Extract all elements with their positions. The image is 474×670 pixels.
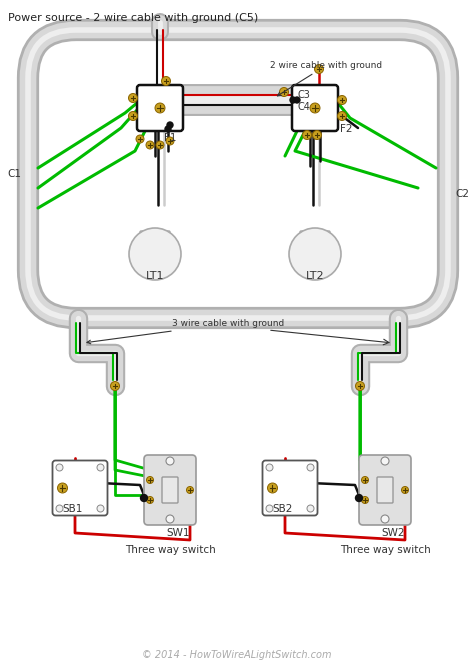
Text: SB2: SB2: [272, 504, 292, 514]
FancyBboxPatch shape: [263, 460, 318, 515]
Text: SB1: SB1: [62, 504, 82, 514]
Circle shape: [97, 505, 104, 512]
Circle shape: [381, 515, 389, 523]
Circle shape: [155, 103, 165, 113]
Circle shape: [146, 496, 154, 503]
Circle shape: [266, 505, 273, 512]
Circle shape: [186, 486, 193, 494]
Circle shape: [266, 464, 273, 471]
Circle shape: [307, 505, 314, 512]
Circle shape: [56, 464, 63, 471]
Circle shape: [146, 141, 154, 149]
Circle shape: [362, 476, 368, 484]
Circle shape: [165, 126, 171, 132]
Circle shape: [140, 494, 147, 502]
Circle shape: [381, 457, 389, 465]
Circle shape: [267, 483, 277, 493]
Circle shape: [146, 476, 154, 484]
FancyBboxPatch shape: [137, 85, 183, 131]
Text: SW1: SW1: [166, 528, 190, 538]
Circle shape: [307, 464, 314, 471]
Circle shape: [166, 457, 174, 465]
Circle shape: [356, 494, 363, 502]
Text: SW2: SW2: [381, 528, 404, 538]
Text: © 2014 - HowToWireALightSwitch.com: © 2014 - HowToWireALightSwitch.com: [142, 650, 332, 660]
Circle shape: [97, 464, 104, 471]
FancyBboxPatch shape: [292, 85, 338, 131]
Circle shape: [362, 496, 368, 503]
Text: Power source - 2 wire cable with ground (C5): Power source - 2 wire cable with ground …: [8, 13, 258, 23]
Text: C2: C2: [455, 189, 469, 199]
Circle shape: [337, 96, 346, 105]
Text: C3: C3: [298, 90, 311, 100]
Text: 2 wire cable with ground: 2 wire cable with ground: [270, 61, 382, 96]
Text: LT2: LT2: [306, 271, 324, 281]
Circle shape: [136, 135, 144, 143]
Circle shape: [166, 515, 174, 523]
Circle shape: [356, 381, 365, 391]
Circle shape: [166, 137, 174, 145]
FancyBboxPatch shape: [377, 477, 393, 503]
Text: Three way switch: Three way switch: [125, 545, 215, 555]
FancyBboxPatch shape: [162, 477, 178, 503]
Circle shape: [129, 228, 181, 280]
Text: F1: F1: [164, 133, 176, 143]
Circle shape: [56, 505, 63, 512]
Text: C4: C4: [298, 102, 311, 112]
FancyBboxPatch shape: [53, 460, 108, 515]
Circle shape: [57, 483, 67, 493]
Circle shape: [280, 88, 289, 96]
FancyBboxPatch shape: [140, 231, 170, 243]
Text: C1: C1: [7, 169, 21, 179]
Circle shape: [110, 381, 119, 391]
Text: F2: F2: [340, 124, 353, 134]
Circle shape: [156, 141, 164, 149]
Circle shape: [312, 131, 321, 139]
Circle shape: [315, 64, 323, 74]
Circle shape: [310, 103, 320, 113]
Circle shape: [294, 97, 300, 103]
Circle shape: [290, 97, 296, 103]
Text: LT1: LT1: [146, 271, 164, 281]
Circle shape: [162, 76, 171, 86]
FancyBboxPatch shape: [300, 231, 330, 243]
Text: 3 wire cable with ground: 3 wire cable with ground: [87, 319, 284, 344]
Circle shape: [401, 486, 409, 494]
Circle shape: [167, 122, 173, 128]
Circle shape: [337, 111, 346, 121]
Text: Three way switch: Three way switch: [340, 545, 430, 555]
FancyBboxPatch shape: [144, 455, 196, 525]
Circle shape: [128, 111, 137, 121]
Circle shape: [128, 94, 137, 103]
Circle shape: [302, 131, 311, 139]
FancyBboxPatch shape: [359, 455, 411, 525]
Circle shape: [289, 228, 341, 280]
